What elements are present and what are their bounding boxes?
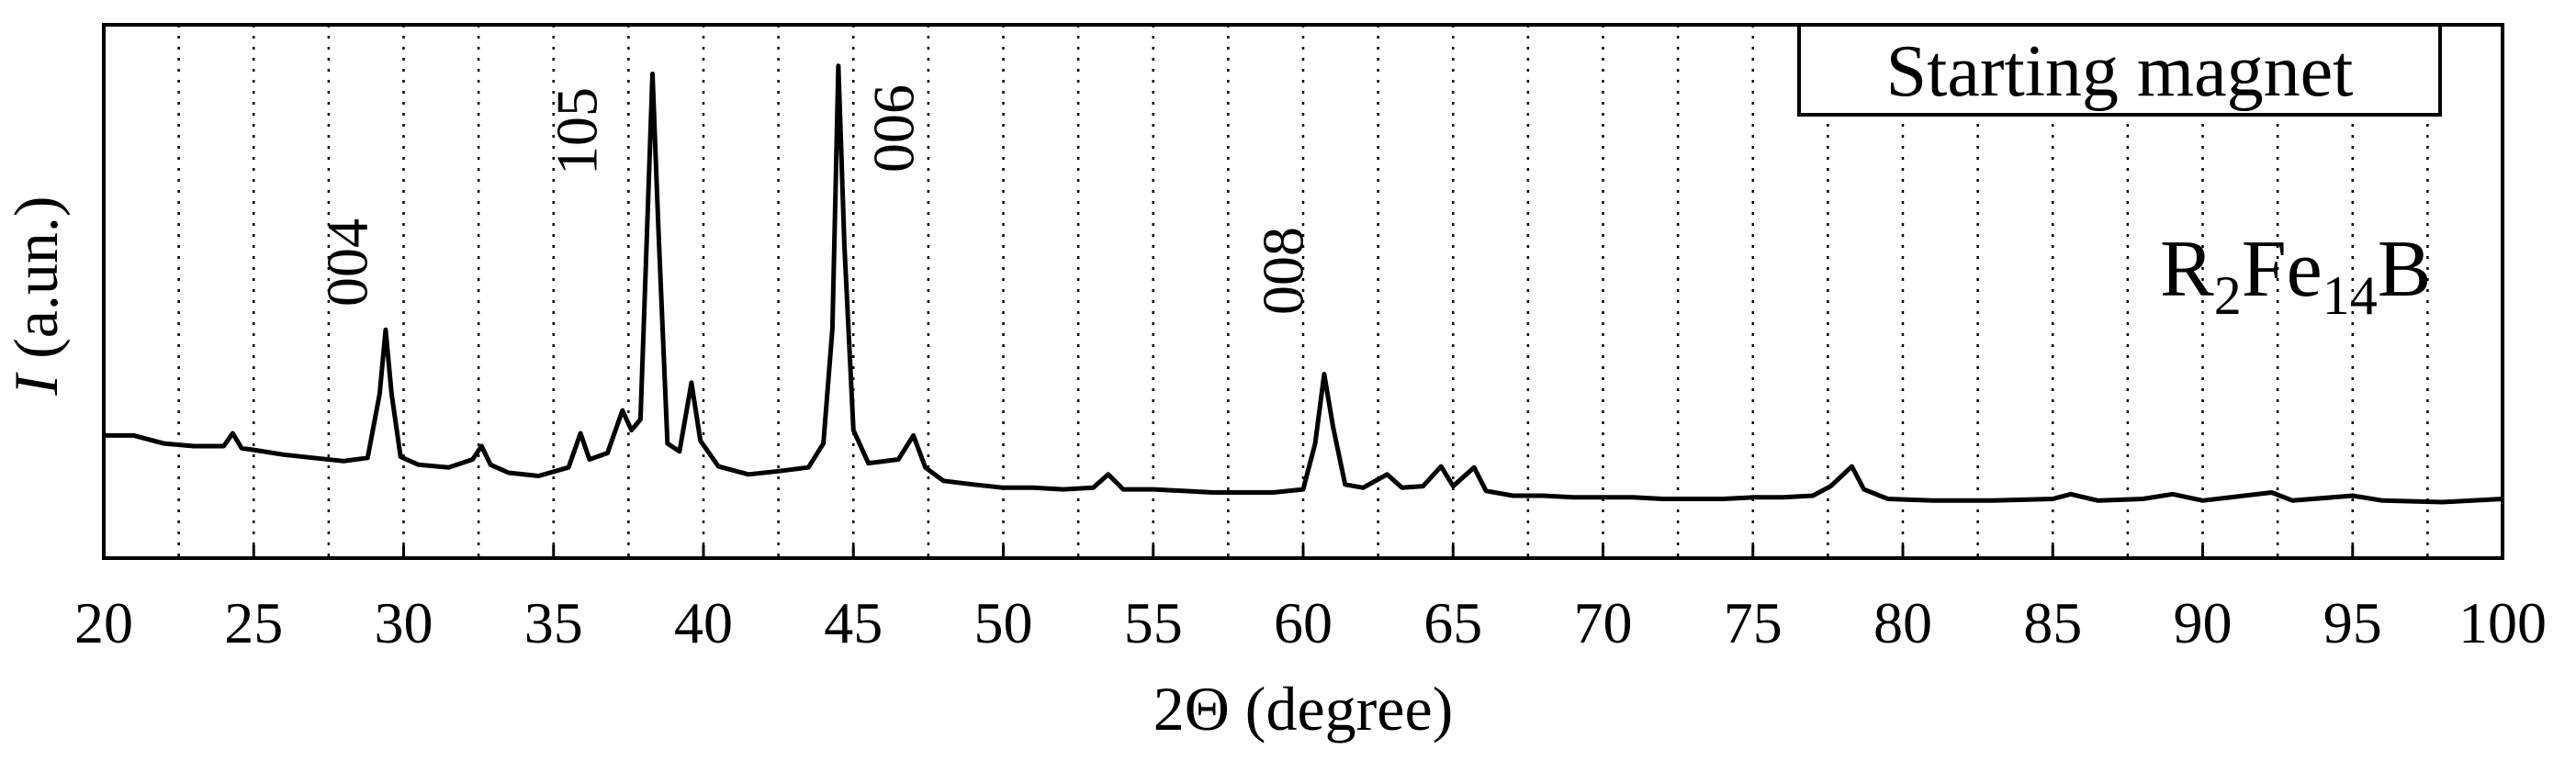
x-tick-label: 60 [1274,590,1333,655]
x-tick-label: 45 [824,590,883,655]
x-tick-label: 40 [674,590,733,655]
phase-label: R2Fe14B [2160,225,2431,326]
plot-frame [102,23,2504,560]
x-tick-label: 80 [1873,590,1932,655]
x-tick-label: 75 [1724,590,1783,655]
x-tick-label: 25 [224,590,283,655]
peak-label: 006 [861,84,927,173]
x-tick-label: 55 [1124,590,1183,655]
x-tick-label: 90 [2174,590,2233,655]
x-tick-label: 20 [74,590,133,655]
x-tick-label: 100 [2458,590,2547,655]
spectrum-line [104,63,2503,505]
x-tick-label: 35 [524,590,583,655]
x-axis-label: 2Θ (degree) [1153,674,1454,744]
x-tick-label: 50 [974,590,1033,655]
x-tick-label: 70 [1574,590,1633,655]
x-tick-label: 65 [1423,590,1482,655]
peak-label: 004 [315,218,380,307]
y-axis-label: I (a.un.) [1,196,71,396]
x-tick-label: 85 [2023,590,2082,655]
legend-text: Starting magnet [1886,31,2354,112]
x-tick-label: 30 [375,590,433,655]
legend-box [1797,23,2442,117]
peak-label: 008 [1251,227,1316,315]
peak-label: 105 [545,87,610,175]
x-tick-label: 95 [2323,590,2382,655]
